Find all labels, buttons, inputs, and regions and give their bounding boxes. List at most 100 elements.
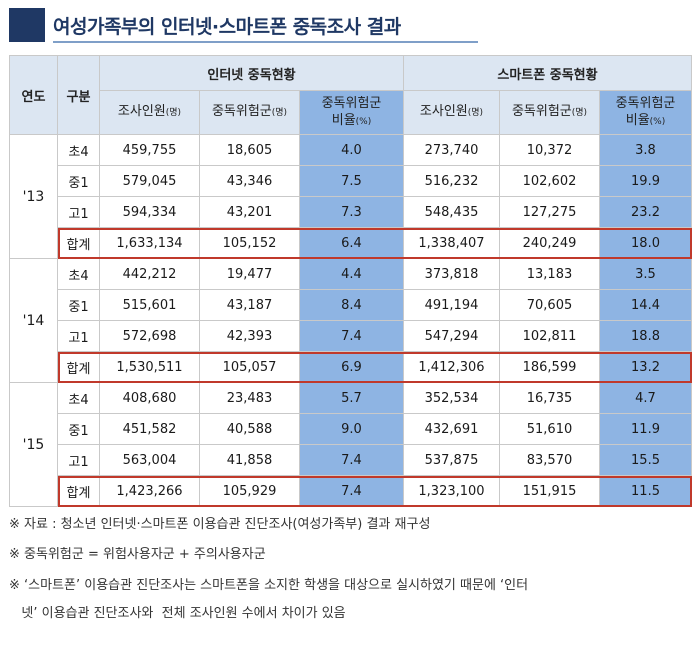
- net-survey-cell: 408,680: [99, 382, 200, 414]
- grade-cell: 합계: [57, 227, 100, 259]
- header-label: 중독위험군: [511, 104, 572, 119]
- net-risk-cell: 43,187: [199, 289, 300, 321]
- header-category: 구분: [57, 55, 100, 135]
- net-ratio-cell: 7.4: [299, 475, 404, 507]
- net-ratio-cell: 5.7: [299, 382, 404, 414]
- sp-ratio-cell: 3.5: [598, 258, 693, 290]
- net-survey-cell: 515,601: [99, 289, 200, 321]
- header-label: 비율: [625, 112, 650, 128]
- sp-ratio-cell: 3.8: [598, 134, 693, 166]
- table-row: 고1 572,698 42,393 7.4 547,294 102,811 18…: [10, 320, 693, 352]
- sp-risk-cell: 151,915: [499, 475, 600, 507]
- sp-survey-cell: 537,875: [403, 444, 500, 476]
- grade-cell: 고1: [57, 196, 100, 228]
- header-net-survey: 조사인원(명): [99, 90, 200, 135]
- net-ratio-cell: 4.0: [299, 134, 404, 166]
- net-survey-cell: 594,334: [99, 196, 200, 228]
- grade-cell: 중1: [57, 289, 100, 321]
- sp-survey-cell: 373,818: [403, 258, 500, 290]
- header-sp-survey: 조사인원(명): [403, 90, 500, 135]
- table-row: '14 초4 442,212 19,477 4.4 373,818 13,183…: [9, 258, 693, 383]
- title-bar: 여성가족부의 인터넷·스마트폰 중독조사 결과: [9, 8, 479, 44]
- sp-risk-cell: 70,605: [499, 289, 600, 321]
- header-label: 조사인원: [117, 104, 166, 119]
- net-ratio-cell: 4.4: [299, 258, 404, 290]
- table-row: 고1 594,334 43,201 7.3 548,435 127,275 23…: [10, 196, 693, 228]
- sp-ratio-cell: 19.9: [598, 165, 693, 197]
- net-risk-cell: 43,346: [199, 165, 300, 197]
- net-survey-cell: 442,212: [99, 258, 200, 290]
- total-row: 합계 1,633,134 105,152 6.4 1,338,407 240,2…: [10, 227, 693, 259]
- sp-survey-cell: 1,338,407: [403, 227, 500, 259]
- header-net-risk: 중독위험군(명): [199, 90, 300, 135]
- sp-survey-cell: 1,323,100: [403, 475, 500, 507]
- sp-ratio-cell: 15.5: [598, 444, 693, 476]
- net-risk-cell: 43,201: [199, 196, 300, 228]
- table-row: '13 초4 459,755 18,605 4.0 273,740 10,372…: [9, 134, 693, 259]
- grade-cell: 고1: [57, 444, 100, 476]
- sp-survey-cell: 516,232: [403, 165, 500, 197]
- title-marker: [9, 8, 45, 42]
- sp-risk-cell: 83,570: [499, 444, 600, 476]
- net-risk-cell: 105,057: [199, 351, 300, 383]
- grade-cell: 초4: [57, 258, 100, 290]
- year-cell: '15: [9, 382, 58, 507]
- table-row: 중1 515,601 43,187 8.4 491,194 70,605 14.…: [10, 289, 693, 321]
- sp-ratio-cell: 14.4: [598, 289, 693, 321]
- net-survey-cell: 572,698: [99, 320, 200, 352]
- title-underline: [53, 41, 478, 43]
- table-row: 고1 563,004 41,858 7.4 537,875 83,570 15.…: [10, 444, 693, 476]
- net-risk-cell: 105,929: [199, 475, 300, 507]
- net-ratio-cell: 7.3: [299, 196, 404, 228]
- header-label: 조사인원: [419, 104, 468, 119]
- sp-risk-cell: 186,599: [499, 351, 600, 383]
- net-risk-cell: 19,477: [199, 258, 300, 290]
- header-internet-group: 인터넷 중독현황: [99, 55, 404, 91]
- grade-cell: 중1: [57, 165, 100, 197]
- sp-survey-cell: 548,435: [403, 196, 500, 228]
- sp-ratio-cell: 4.7: [598, 382, 693, 414]
- sp-survey-cell: 547,294: [403, 320, 500, 352]
- unit-label: (명): [467, 108, 484, 118]
- grade-cell: 합계: [57, 351, 100, 383]
- grade-cell: 고1: [57, 320, 100, 352]
- net-survey-cell: 451,582: [99, 413, 200, 445]
- sp-risk-cell: 102,811: [499, 320, 600, 352]
- table-row: 중1 451,582 40,588 9.0 432,691 51,610 11.…: [10, 413, 693, 445]
- header-sp-ratio: 중독위험군 비율(%): [598, 90, 693, 135]
- net-risk-cell: 18,605: [199, 134, 300, 166]
- sp-risk-cell: 13,183: [499, 258, 600, 290]
- note-source: ※ 자료 : 청소년 인터넷·스마트폰 이용습관 진단조사(여성가족부) 결과 …: [9, 517, 431, 532]
- total-row: 합계 1,423,266 105,929 7.4 1,323,100 151,9…: [10, 475, 693, 507]
- grade-cell: 합계: [57, 475, 100, 507]
- net-ratio-cell: 8.4: [299, 289, 404, 321]
- sp-risk-cell: 102,602: [499, 165, 600, 197]
- addiction-table: 연도 구분 인터넷 중독현황 스마트폰 중독현황 조사인원(명) 중독위험군(명…: [9, 55, 693, 507]
- unit-label: (명): [165, 108, 182, 118]
- unit-label: (%): [649, 116, 666, 127]
- header-net-ratio: 중독위험군 비율(%): [299, 90, 404, 135]
- year-cell: '14: [9, 258, 58, 383]
- header-label: 중독위험군: [321, 95, 382, 111]
- header-label: 중독위험군: [211, 104, 272, 119]
- table-row: '15 초4 408,680 23,483 5.7 352,534 16,735…: [9, 382, 693, 507]
- net-ratio-cell: 7.4: [299, 320, 404, 352]
- net-ratio-cell: 7.5: [299, 165, 404, 197]
- header-year: 연도: [9, 55, 58, 135]
- note-definition: ※ 중독위험군 = 위험사용자군 + 주의사용자군: [9, 547, 266, 562]
- unit-label: (명): [271, 108, 288, 118]
- sp-ratio-cell: 13.2: [598, 351, 693, 383]
- note-difference-cont: 넷’ 이용습관 진단조사와 전체 조사인원 수에서 차이가 있음: [9, 606, 346, 621]
- sp-ratio-cell: 11.5: [598, 475, 693, 507]
- note-difference: ※ ‘스마트폰’ 이용습관 진단조사는 스마트폰을 소지한 학생을 대상으로 실…: [9, 578, 529, 593]
- header-sp-risk: 중독위험군(명): [499, 90, 600, 135]
- header-label: 중독위험군: [615, 95, 676, 111]
- net-risk-cell: 42,393: [199, 320, 300, 352]
- year-cell: '13: [9, 134, 58, 259]
- net-survey-cell: 579,045: [99, 165, 200, 197]
- sp-ratio-cell: 18.0: [598, 227, 693, 259]
- net-risk-cell: 105,152: [199, 227, 300, 259]
- total-row: 합계 1,530,511 105,057 6.9 1,412,306 186,5…: [10, 351, 693, 383]
- header-smartphone-group: 스마트폰 중독현황: [402, 55, 693, 91]
- net-ratio-cell: 9.0: [299, 413, 404, 445]
